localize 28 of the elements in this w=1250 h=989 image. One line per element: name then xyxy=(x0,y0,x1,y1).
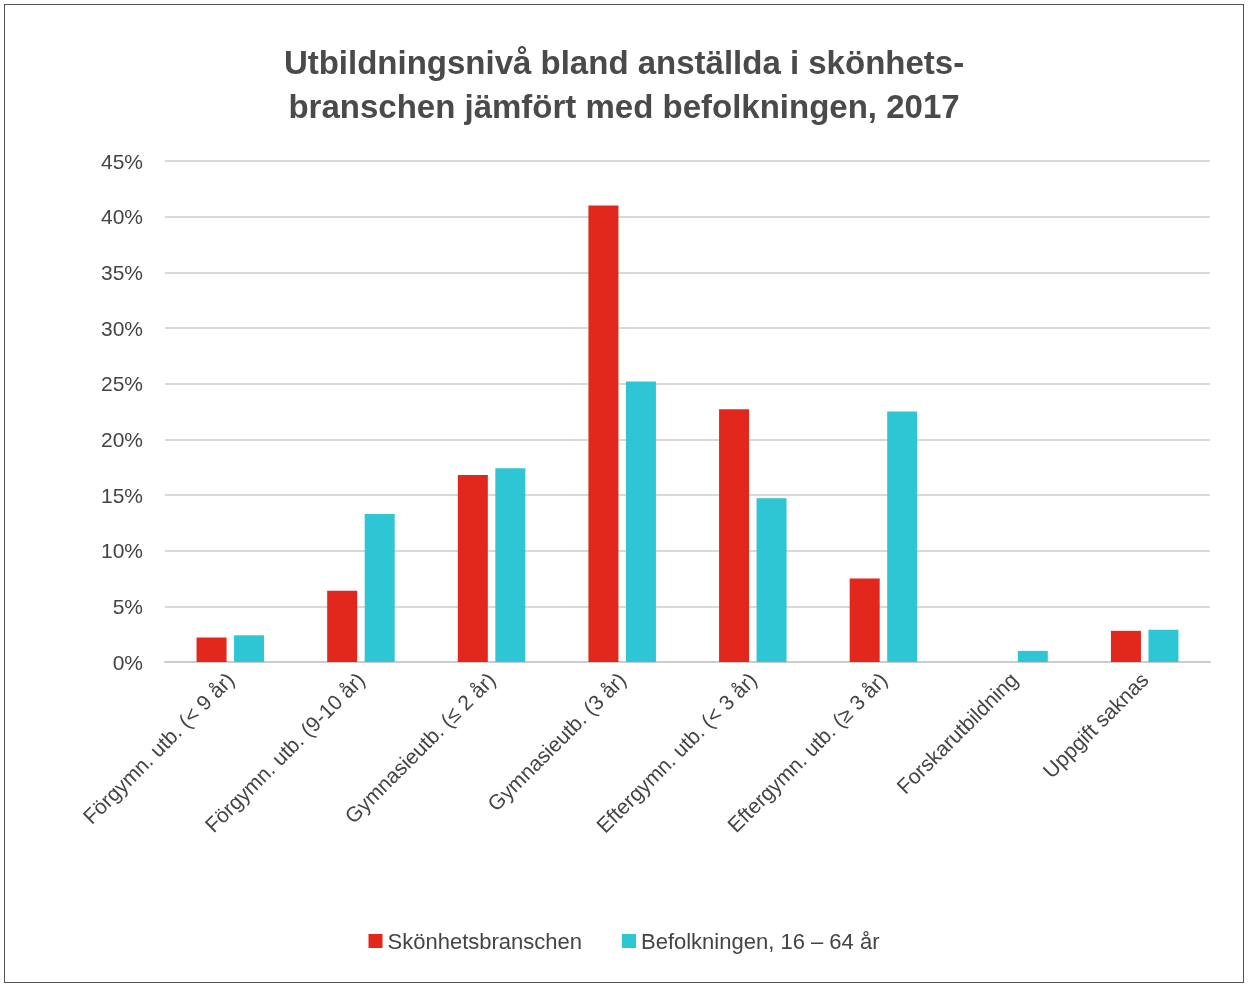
y-tick-label: 10% xyxy=(100,539,143,563)
y-tick-label: 35% xyxy=(100,260,143,284)
y-tick-label: 5% xyxy=(112,594,143,618)
bar xyxy=(625,381,656,662)
y-tick-label: 45% xyxy=(100,149,143,173)
y-tick-label: 30% xyxy=(100,316,143,340)
bar xyxy=(495,468,526,662)
y-tick-label: 20% xyxy=(100,427,143,451)
bar xyxy=(1148,629,1179,662)
bar xyxy=(364,513,395,662)
bar xyxy=(719,409,750,662)
bar xyxy=(849,578,880,662)
legend-label: Skönhetsbranschen xyxy=(387,928,582,954)
y-tick-label: 25% xyxy=(100,372,143,396)
bar xyxy=(887,411,918,662)
y-tick-label: 40% xyxy=(100,205,143,229)
bar xyxy=(756,498,787,662)
chart-title: Utbildningsnivå bland anställda i skönhets- branschen jämfört med befolkningen, 2017 xyxy=(283,43,965,125)
y-tick-label: 15% xyxy=(100,483,143,507)
y-tick-label: 0% xyxy=(112,650,143,674)
bar xyxy=(457,474,488,662)
bar xyxy=(196,637,227,662)
bar xyxy=(588,205,619,662)
bar xyxy=(1017,650,1048,662)
bar xyxy=(1110,630,1141,662)
legend-label: Befolkningen, 16 – 64 år xyxy=(640,928,880,954)
bar xyxy=(327,590,358,662)
bar xyxy=(234,635,265,662)
